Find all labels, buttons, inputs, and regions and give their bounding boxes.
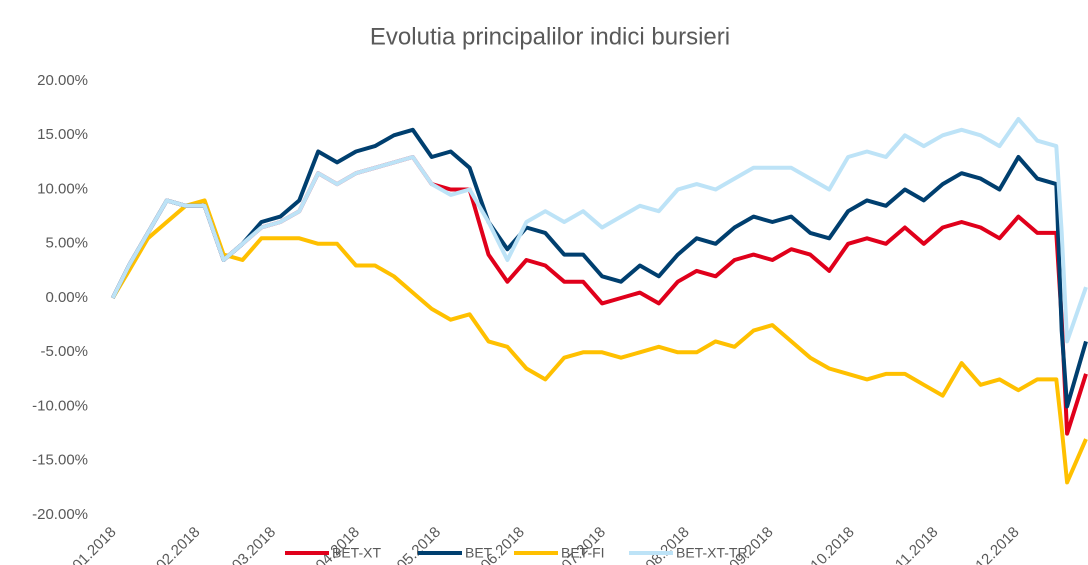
x-tick-label: 01.12.2018 [958, 524, 1023, 565]
x-tick-label: 01.03.2018 [214, 524, 279, 565]
y-tick-label: -5.00% [40, 343, 88, 360]
y-tick-label: 5.00% [45, 235, 88, 252]
y-tick-label: 0.00% [45, 289, 88, 306]
y-tick-label: -15.00% [32, 452, 88, 469]
legend-label: BET [465, 545, 493, 561]
y-tick-label: 20.00% [37, 72, 88, 89]
x-tick-label: 01.11.2018 [877, 524, 941, 565]
line-series [110, 117, 1088, 344]
legend-label: BET-XT [332, 545, 381, 561]
y-tick-label: 15.00% [37, 126, 88, 143]
y-tick-label: -10.00% [32, 397, 88, 414]
x-tick-label: 01.05.2018 [379, 524, 444, 565]
x-tick-label: 01.01.2018 [55, 524, 120, 565]
chart-title: Evolutia principalilor indici bursieri [370, 23, 730, 50]
x-tick-label: 01.10.2018 [793, 524, 858, 565]
y-tick-label: -20.00% [32, 506, 88, 523]
line-series [110, 127, 1088, 409]
x-tick-label: 01.02.2018 [138, 524, 203, 565]
y-tick-label: 10.00% [37, 180, 88, 197]
legend-label: BET-XT-TR [676, 545, 748, 561]
line-series [110, 198, 1088, 485]
legend-label: BET-FI [561, 545, 605, 561]
